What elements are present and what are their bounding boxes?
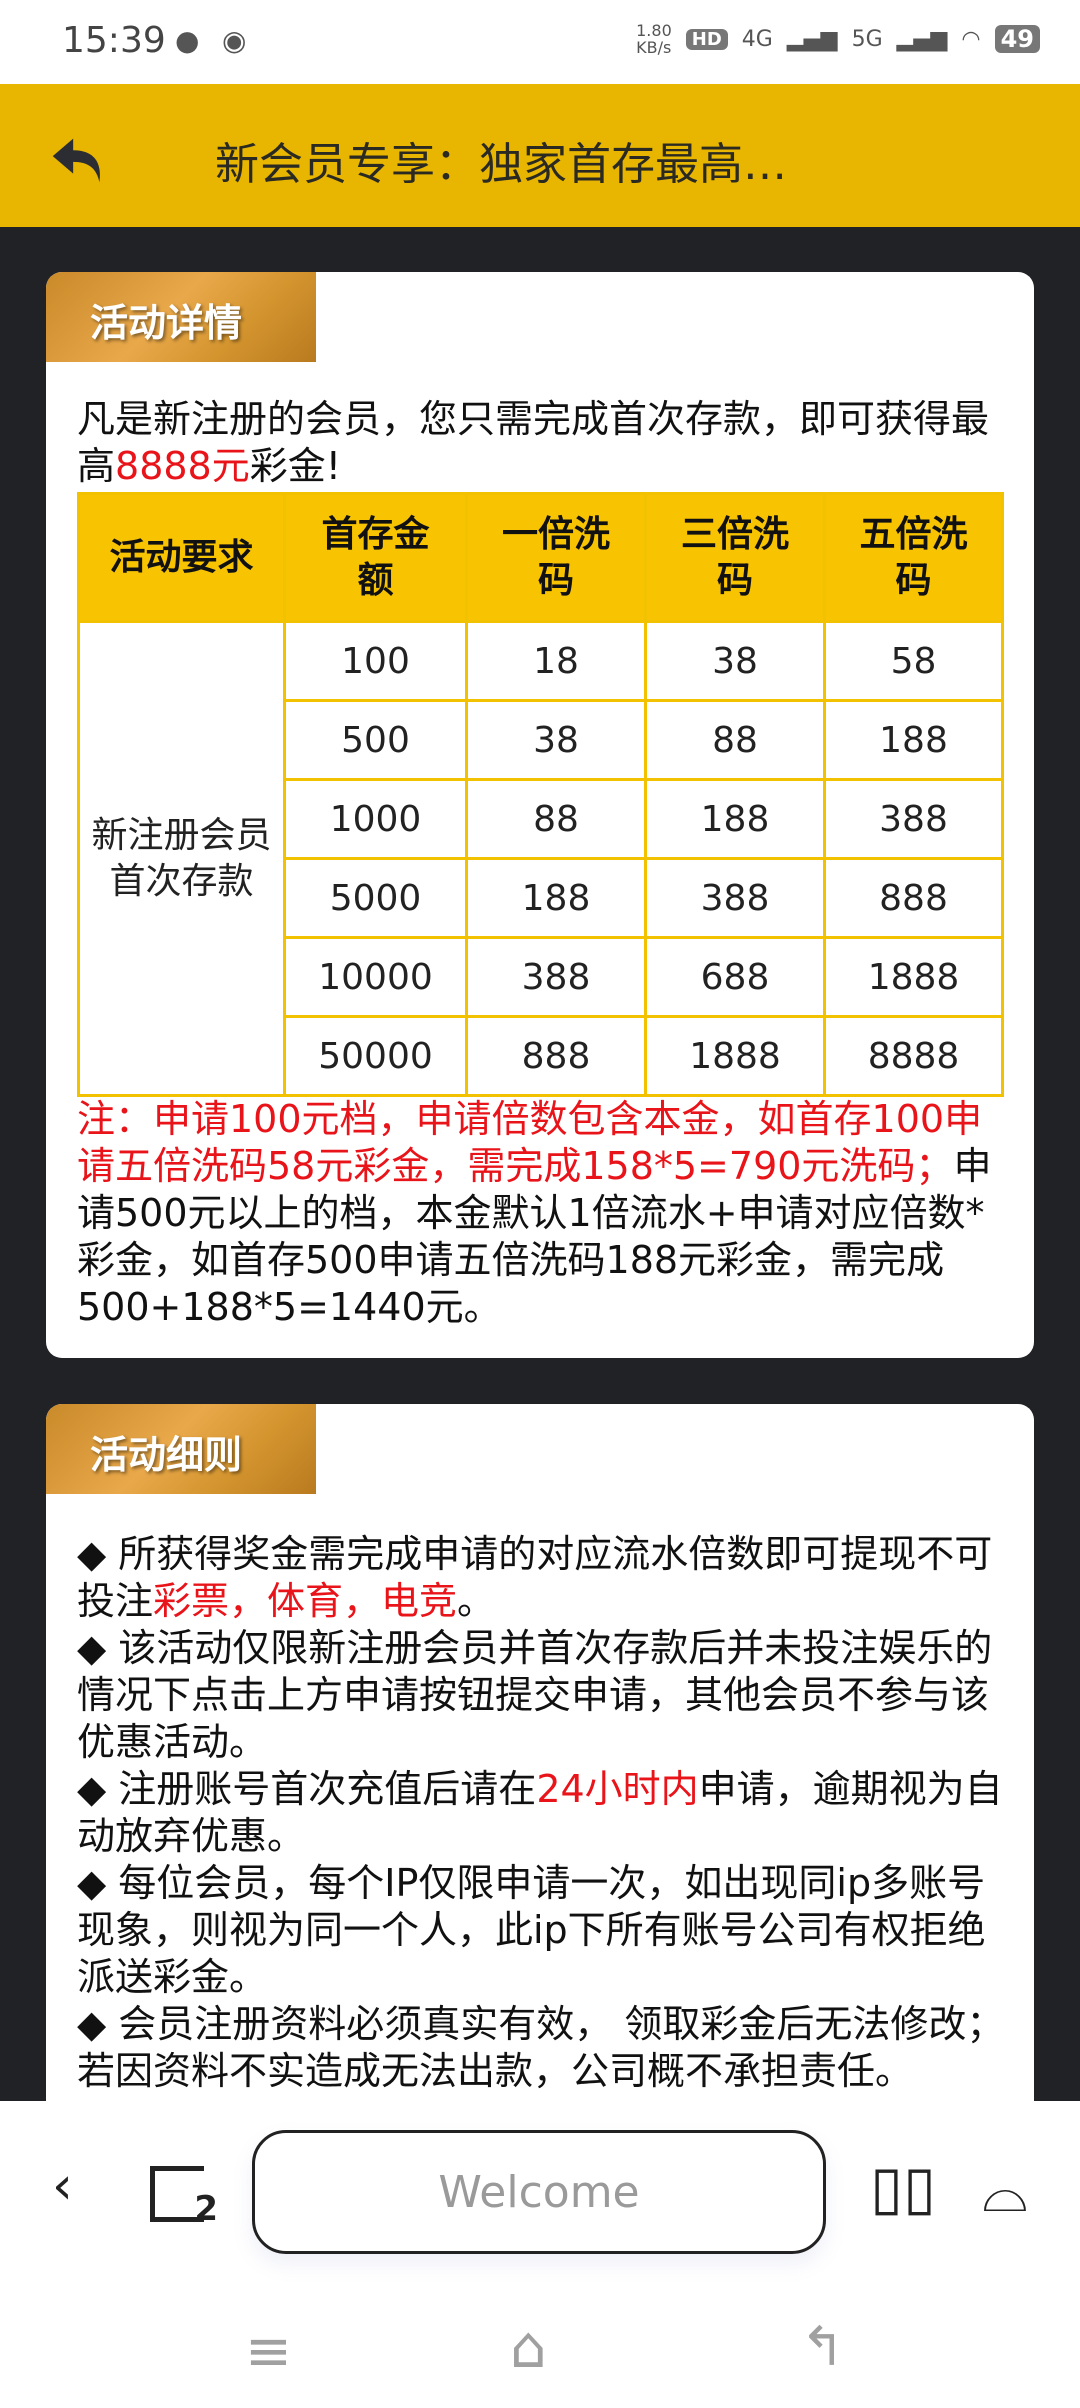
table-cell: 58 — [823, 620, 1004, 702]
rule-item: ◆ 注册账号首次充值后请在24小时内申请，逾期视为自动放弃优惠。 — [77, 1767, 1003, 1858]
ghost-menu-icon[interactable]: ⌓ — [982, 2157, 1028, 2225]
table-cell: 1888 — [644, 1015, 826, 1097]
back-nav-icon[interactable]: ↰ — [800, 2315, 846, 2378]
table-row: 新注册会员 首次存款 100 18 38 58 — [77, 620, 1004, 1097]
signal-5g: 5G — [851, 26, 883, 52]
rules-card: 活动细则 ◆ 所获得奖金需完成申请的对应流水倍数即可提现不可投注彩票，体育，电竞… — [46, 1404, 1034, 2204]
table-cell: 38 — [465, 699, 647, 781]
table-row: 10000 388 688 1888 — [79, 936, 1004, 1018]
apps-grid-icon[interactable]: ▯▯ — [870, 2153, 937, 2223]
requirement-cell: 新注册会员 首次存款 — [77, 620, 286, 1097]
bonus-table: 活动要求 首存金额 一倍洗码 三倍洗码 五倍洗码 新注册会员 首次存款 100 18… — [77, 492, 1004, 1097]
chrome-icon: ◉ — [222, 24, 247, 57]
table-cell: 688 — [644, 936, 826, 1018]
details-card: 活动详情 凡是新注册的会员，您只需完成首次存款，即可获得最高8888元彩金! 活… — [46, 272, 1034, 1358]
browser-toolbar: ‹ 2 Welcome ▯▯ ⌓ ≡ ⌂ ↰ — [0, 2101, 1080, 2408]
address-bar[interactable]: Welcome — [252, 2130, 826, 2254]
table-cell: 1888 — [823, 936, 1004, 1018]
table-cell: 88 — [644, 699, 826, 781]
net-speed: 1.80 KB/s — [636, 21, 672, 57]
hd-icon: HD — [685, 28, 728, 50]
rule-item: ◆ 会员注册资料必须真实有效， 领取彩金后无法修改；若因资料不实造成无法出款，公… — [77, 2002, 1005, 2093]
table-header: 五倍洗码 — [823, 492, 1004, 623]
status-time: 15:39 — [62, 20, 166, 61]
table-row: 500 38 88 188 — [79, 699, 1004, 781]
signal-4g: 4G — [741, 26, 773, 52]
rule-item: ◆ 所获得奖金需完成申请的对应流水倍数即可提现不可投注彩票，体育，电竞。 — [77, 1532, 993, 1623]
table-cell: 100 — [283, 620, 468, 702]
rules-list: ◆ 所获得奖金需完成申请的对应流水倍数即可提现不可投注彩票，体育，电竞。 ◆ 该… — [77, 1531, 1012, 2095]
details-badge: 活动详情 — [46, 272, 316, 362]
table-row: 1000 88 188 388 — [79, 778, 1004, 860]
table-header: 活动要求 — [77, 492, 286, 623]
note-text: 注：申请100元档，申请倍数包含本金，如首存100申请五倍洗码58元彩金，需完成… — [77, 1097, 992, 1329]
table-cell: 888 — [823, 857, 1004, 939]
wifi-icon: ◠ — [961, 26, 981, 52]
header-bar: 新会员专享：独家首存最高… — [0, 84, 1080, 227]
table-header: 一倍洗码 — [465, 492, 647, 623]
table-cell: 388 — [823, 778, 1004, 860]
table-cell: 50000 — [283, 1015, 468, 1097]
message-icon: ● — [175, 24, 200, 57]
table-cell: 388 — [465, 936, 647, 1018]
table-cell: 88 — [465, 778, 647, 860]
table-cell: 8888 — [823, 1015, 1004, 1097]
table-cell: 5000 — [283, 857, 468, 939]
tabs-icon[interactable]: 2 — [150, 2166, 218, 2229]
table-cell: 1000 — [283, 778, 468, 860]
table-cell: 188 — [823, 699, 1004, 781]
table-cell: 388 — [644, 857, 826, 939]
home-nav-icon[interactable]: ⌂ — [510, 2313, 547, 2381]
signal-icon: ▂▄▆ — [896, 26, 948, 52]
intro-text: 凡是新注册的会员，您只需完成首次存款，即可获得最高8888元彩金! — [77, 397, 990, 488]
table-cell: 38 — [644, 620, 826, 702]
status-bar: 15:39 ● ◉ 1.80 KB/s HD 4G ▂▄▆ 5G ▂▄▆ ◠ 49 — [0, 0, 1080, 84]
table-cell: 188 — [465, 857, 647, 939]
rule-item: ◆ 该活动仅限新注册会员并首次存款后并未投注娱乐的情况下点击上方申请按钮提交申请… — [77, 1626, 993, 1764]
table-row: 5000 188 388 888 — [79, 857, 1004, 939]
table-header: 首存金额 — [283, 492, 468, 623]
table-cell: 10000 — [283, 936, 468, 1018]
back-chevron-icon[interactable]: ‹ — [52, 2156, 73, 2216]
table-cell: 500 — [283, 699, 468, 781]
back-arrow-icon[interactable] — [44, 124, 114, 194]
menu-nav-icon[interactable]: ≡ — [245, 2319, 292, 2384]
table-cell: 888 — [465, 1015, 647, 1097]
table-header: 三倍洗码 — [644, 492, 826, 623]
rules-badge: 活动细则 — [46, 1404, 316, 1494]
table-cell: 18 — [465, 620, 647, 702]
table-row: 50000 888 1888 8888 — [79, 1015, 1004, 1097]
signal-icon: ▂▄▆ — [786, 26, 838, 52]
page-title: 新会员专享：独家首存最高… — [215, 139, 787, 190]
battery-icon: 49 — [994, 25, 1040, 53]
table-cell: 188 — [644, 778, 826, 860]
rule-item: ◆ 每位会员，每个IP仅限申请一次，如出现同ip多账号现象，则视为同一个人，此i… — [77, 1861, 986, 1999]
